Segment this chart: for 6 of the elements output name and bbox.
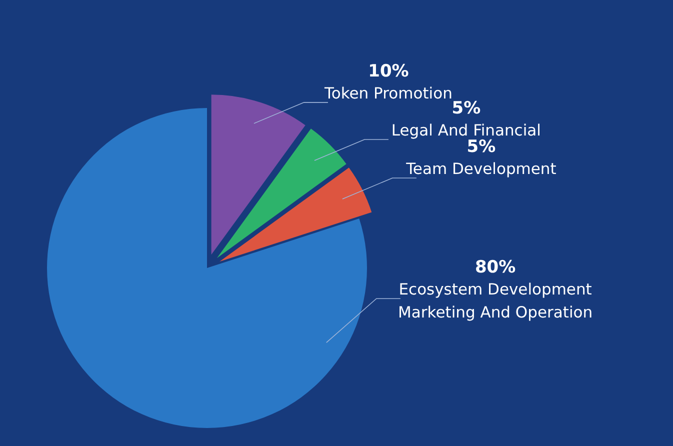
data-label: 5%: [452, 98, 481, 119]
slice-label: Ecosystem Development Marketing And Operation: [398, 280, 593, 322]
data-label: 80%: [474, 258, 516, 278]
slice-label: Token Promotion: [324, 84, 452, 102]
slice-label: Team Development: [405, 160, 556, 178]
data-label: 10%: [368, 61, 409, 82]
